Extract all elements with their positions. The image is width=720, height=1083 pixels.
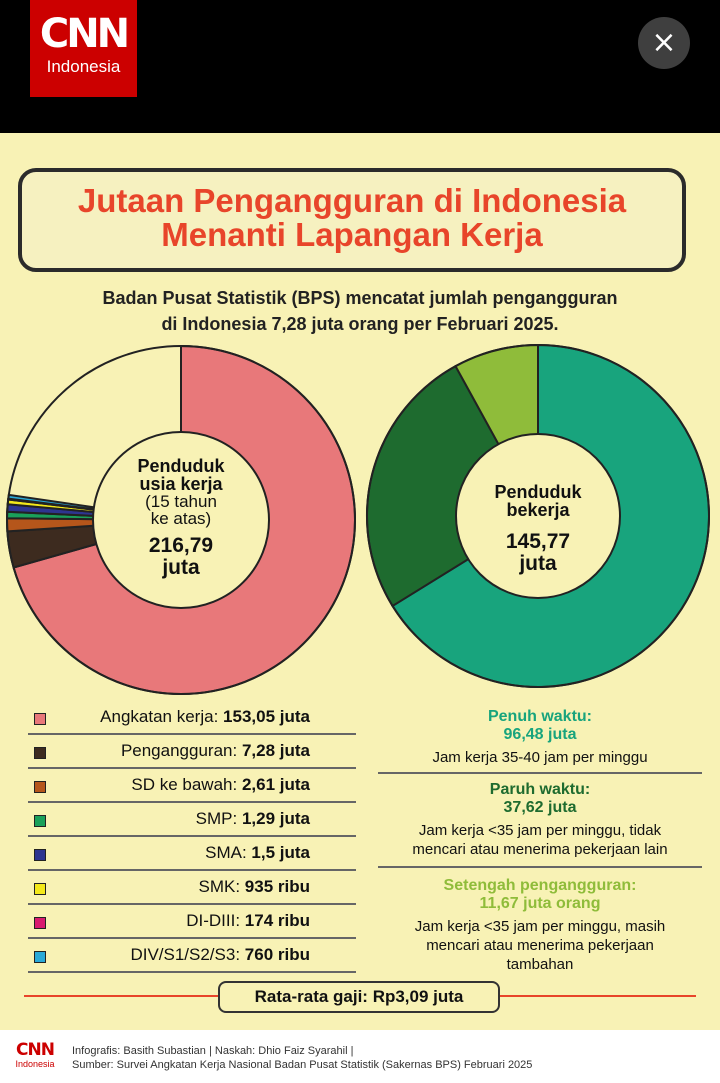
center-line-3: (15 tahun (145, 492, 217, 511)
legend-text: Angkatan kerja: 153,05 juta (100, 707, 310, 727)
setengah-desc-3: tambahan (506, 956, 574, 973)
legend: Angkatan kerja: 153,05 juta Pengangguran:… (28, 701, 356, 973)
bekerja-outer-ring (366, 344, 710, 688)
legend-text: DIV/S1/S2/S3: 760 ribu (130, 945, 310, 965)
legend-row: SMK: 935 ribu (28, 871, 356, 905)
legend-text: SD ke bawah: 2,61 juta (131, 775, 310, 795)
paruh-waktu-value: 37,62 juta (503, 799, 577, 816)
usia-kerja-center-hole (92, 431, 270, 609)
center-value: 145,77 (505, 530, 571, 553)
usia-kerja-donut-chart (5, 344, 356, 695)
center-value: 216,79 (148, 534, 214, 557)
legend-swatch (34, 849, 46, 861)
usia-kerja-outer-ring (6, 345, 356, 695)
legend-value: 1,29 juta (241, 809, 310, 828)
legend-value: 935 ribu (244, 877, 310, 896)
penuh-waktu-info: Penuh waktu: 96,48 juta Jam kerja 35-40 … (378, 708, 702, 767)
penuh-waktu-value: 96,48 juta (503, 726, 577, 743)
legend-label: DIV/S1/S2/S3: (130, 945, 241, 964)
center-line-2: usia kerja (139, 474, 223, 494)
legend-text: SMA: 1,5 juta (205, 843, 310, 863)
footer-credit-line: Infografis: Basith Subastian | Naskah: D… (72, 1045, 354, 1057)
penuh-waktu-desc: Jam kerja 35-40 jam per minggu (432, 749, 648, 766)
legend-swatch (34, 883, 46, 895)
legend-label: Pengangguran: (120, 741, 238, 760)
legend-row: Pengangguran: 7,28 juta (28, 735, 356, 769)
legend-row: Angkatan kerja: 153,05 juta (28, 701, 356, 735)
paruh-waktu-desc-1: Jam kerja <35 jam per minggu, tidak (418, 822, 662, 839)
logo-brand: CNN (39, 11, 130, 57)
footer-credits: Infografis: Basith Subastian | Naskah: D… (72, 1044, 532, 1072)
setengah-value: 11,67 juta orang (479, 895, 601, 912)
center-unit: juta (519, 552, 557, 575)
center-line-4: ke atas) (150, 509, 212, 528)
legend-value: 153,05 juta (223, 707, 310, 726)
legend-row: DI-DIII: 174 ribu (28, 905, 356, 939)
legend-text: Pengangguran: 7,28 juta (121, 741, 310, 761)
penuh-waktu-title: Penuh waktu: (487, 708, 592, 725)
legend-swatch (34, 747, 46, 759)
legend-label: SMP: (195, 809, 238, 828)
center-line-2: bekerja (506, 500, 570, 520)
average-salary-box: Rata-rata gaji: Rp3,09 juta (218, 981, 500, 1013)
setengah-desc-1: Jam kerja <35 jam per minggu, masih (414, 918, 666, 935)
title-line-2: Menanti Lapangan Kerja (161, 216, 543, 253)
penduduk-bekerja-donut-chart (366, 343, 710, 688)
usia-kerja-center-label: Penduduk usia kerja (15 tahun ke atas) 2… (111, 457, 251, 579)
title-box: Jutaan Pengangguran di Indonesia Menanti… (18, 168, 686, 272)
paruh-waktu-info: Paruh waktu: 37,62 juta Jam kerja <35 ja… (378, 781, 702, 859)
legend-text: DI-DIII: 174 ribu (186, 911, 310, 931)
legend-swatch (34, 917, 46, 929)
legend-swatch (34, 815, 46, 827)
subtitle-line-2: di Indonesia 7,28 juta orang per Februar… (161, 314, 559, 334)
subtitle-line-1: Badan Pusat Statistik (BPS) mencatat jum… (102, 288, 618, 308)
center-line-1: Penduduk (494, 482, 582, 502)
legend-row: SMP: 1,29 juta (28, 803, 356, 837)
bekerja-center-label: Penduduk bekerja 145,77 juta (468, 483, 608, 575)
divider (378, 772, 702, 774)
footer-source-line: Sumber: Survei Angkatan Kerja Nasional B… (72, 1059, 533, 1071)
logo-sub: Indonesia (46, 57, 121, 76)
legend-value: 7,28 juta (241, 741, 310, 760)
footer: CNN Indonesia Infografis: Basith Subasti… (0, 1030, 720, 1083)
subtitle: Badan Pusat Statistik (BPS) mencatat jum… (0, 285, 720, 337)
center-line-1: Penduduk (137, 456, 225, 476)
legend-row: DIV/S1/S2/S3: 760 ribu (28, 939, 356, 973)
close-button[interactable]: × (638, 17, 690, 69)
legend-swatch (34, 713, 46, 725)
legend-text: SMK: 935 ribu (199, 877, 311, 897)
legend-swatch (34, 951, 46, 963)
legend-value: 2,61 juta (241, 775, 310, 794)
cnn-indonesia-logo: CNN Indonesia (30, 0, 137, 97)
setengah-pengangguran-info: Setengah pengangguran: 11,67 juta orang … (378, 877, 702, 974)
legend-value: 760 ribu (244, 945, 310, 964)
paruh-waktu-title: Paruh waktu: (489, 781, 591, 798)
bekerja-center-hole (455, 433, 621, 599)
footer-logo-brand: CNN (16, 1040, 55, 1060)
legend-label: DI-DIII: (186, 911, 241, 930)
footer-cnn-logo: CNN Indonesia (14, 1040, 56, 1070)
legend-text: SMP: 1,29 juta (196, 809, 310, 829)
footer-logo-sub: Indonesia (15, 1059, 55, 1069)
divider (378, 866, 702, 868)
top-bar: CNN Indonesia × (0, 0, 720, 133)
close-icon: × (651, 25, 677, 60)
legend-label: SMA: (205, 843, 247, 862)
legend-value: 1,5 juta (251, 843, 310, 862)
legend-label: SMK: (198, 877, 241, 896)
infographic: Jutaan Pengangguran di Indonesia Menanti… (0, 133, 720, 1030)
legend-swatch (34, 781, 46, 793)
legend-row: SD ke bawah: 2,61 juta (28, 769, 356, 803)
legend-value: 174 ribu (244, 911, 310, 930)
setengah-title: Setengah pengangguran: (443, 877, 637, 894)
setengah-desc-2: mencari atau menerima pekerjaan (426, 937, 654, 954)
legend-label: SD ke bawah: (131, 775, 238, 794)
legend-label: Angkatan kerja: (100, 707, 219, 726)
title-line-1: Jutaan Pengangguran di Indonesia (77, 182, 627, 219)
center-unit: juta (162, 556, 200, 579)
paruh-waktu-desc-2: mencari atau menerima pekerjaan lain (412, 841, 668, 858)
legend-row: SMA: 1,5 juta (28, 837, 356, 871)
